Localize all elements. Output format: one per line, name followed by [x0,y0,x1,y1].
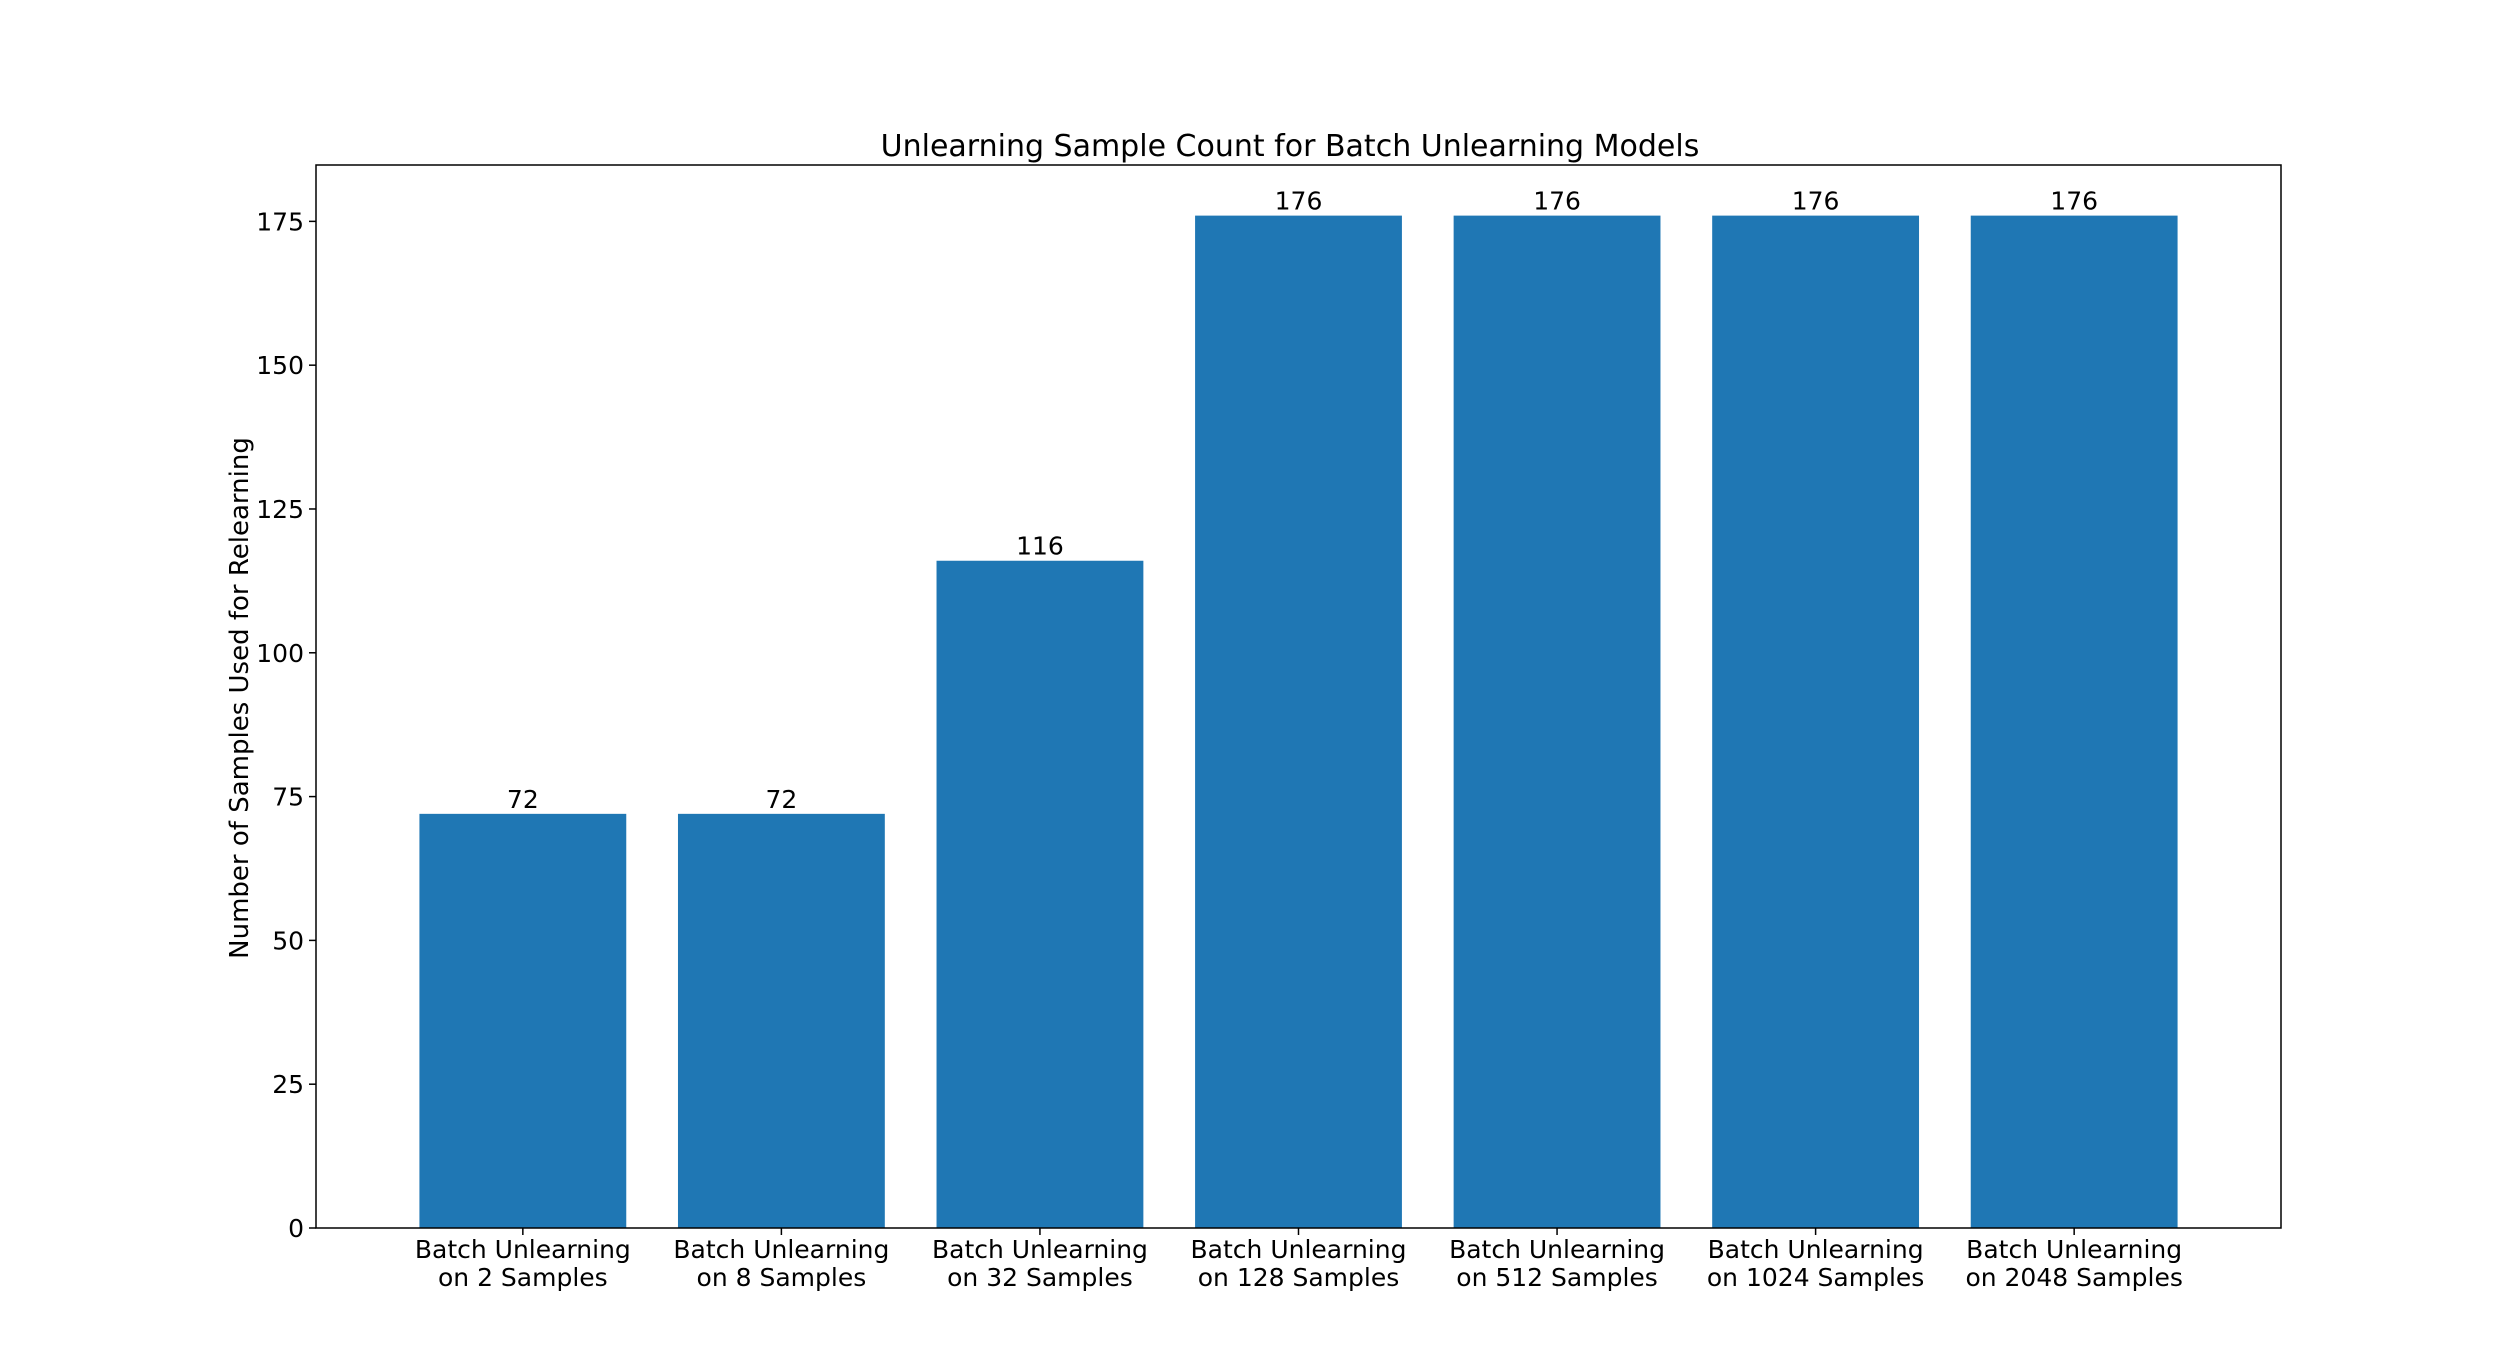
y-tick-label: 125 [256,495,304,524]
chart-title: Unlearning Sample Count for Batch Unlear… [881,129,1700,164]
bar-value-label: 72 [507,785,539,814]
x-tick-label: on 2 Samples [438,1263,608,1292]
bars [419,215,2178,1229]
bar-value-label: 176 [1792,187,1840,216]
bar [1970,215,2178,1229]
bar-value-labels: 72 72 116 176 176 176 176 [507,187,2098,814]
plot-area-frame [315,164,2282,1229]
y-axis-ticks: 0 25 50 75 100 125 150 175 [256,207,316,1243]
x-tick-label: Batch Unlearning [673,1235,889,1264]
bar [936,560,1144,1228]
x-tick-label: on 8 Samples [697,1263,867,1292]
x-tick-label: on 128 Samples [1198,1263,1400,1292]
bar [1712,215,1920,1229]
x-tick-label: on 512 Samples [1456,1263,1658,1292]
x-tick-label: Batch Unlearning [415,1235,631,1264]
bar [1453,215,1661,1229]
y-tick-label: 0 [288,1214,304,1243]
y-tick-label: 175 [256,207,304,236]
x-tick-label: Batch Unlearning [1449,1235,1665,1264]
x-tick-label: Batch Unlearning [932,1235,1148,1264]
bar [419,813,627,1228]
bar-value-label: 116 [1016,532,1064,561]
y-axis-label: Number of Samples Used for Relearning [225,437,255,959]
x-tick-label: on 1024 Samples [1707,1263,1924,1292]
x-tick-label: Batch Unlearning [1966,1235,2182,1264]
x-tick-label: on 32 Samples [947,1263,1133,1292]
x-tick-label: Batch Unlearning [1708,1235,1924,1264]
y-tick-label: 50 [272,926,304,955]
bar-value-label: 72 [765,785,797,814]
y-tick-label: 150 [256,351,304,380]
bar-value-label: 176 [1533,187,1581,216]
y-tick-label: 100 [256,639,304,668]
bar [1195,215,1402,1229]
y-tick-label: 75 [272,783,304,812]
bar [677,813,885,1228]
y-tick-label: 25 [272,1070,304,1099]
x-tick-label: Batch Unlearning [1191,1235,1407,1264]
bar-value-label: 176 [1275,187,1323,216]
bar-value-label: 176 [2050,187,2098,216]
x-tick-label: on 2048 Samples [1965,1263,2182,1292]
